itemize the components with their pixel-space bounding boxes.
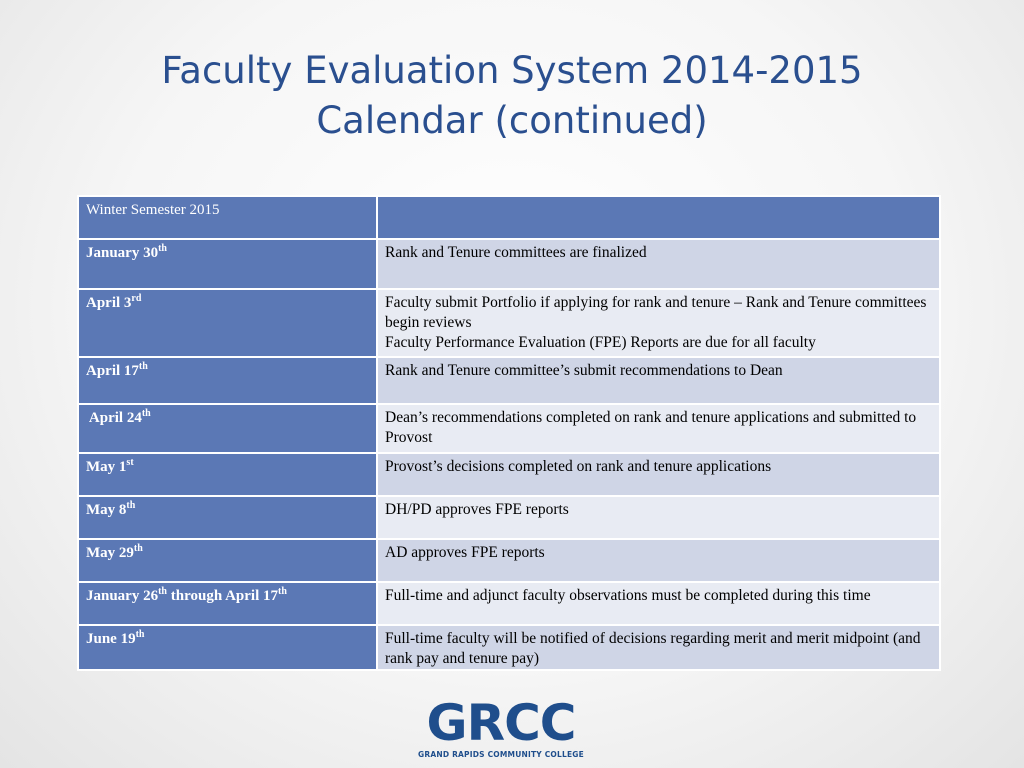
- table-row: January 30th Rank and Tenure committees …: [77, 238, 941, 290]
- table-row: May 1st Provost’s decisions completed on…: [77, 452, 941, 497]
- event-cell: Rank and Tenure committee’s submit recom…: [376, 356, 941, 405]
- date-cell: April 24th: [77, 403, 378, 454]
- event-cell: Dean’s recommendations completed on rank…: [376, 403, 941, 454]
- header-cell-empty: [376, 195, 941, 240]
- table-row: January 26th through April 17th Full-tim…: [77, 581, 941, 626]
- date-cell: April 17th: [77, 356, 378, 405]
- calendar-table: Winter Semester 2015 January 30th Rank a…: [77, 195, 941, 671]
- event-cell: AD approves FPE reports: [376, 538, 941, 583]
- logo-subtitle: GRAND RAPIDS COMMUNITY COLLEGE: [418, 750, 584, 759]
- event-cell: Full-time faculty will be notified of de…: [376, 624, 941, 671]
- event-line: Faculty Performance Evaluation (FPE) Rep…: [385, 334, 816, 351]
- table-row: April 17th Rank and Tenure committee’s s…: [77, 356, 941, 405]
- event-cell: Faculty submit Portfolio if applying for…: [376, 288, 941, 358]
- table-header-row: Winter Semester 2015: [77, 195, 941, 240]
- date-cell: April 3rd: [77, 288, 378, 358]
- event-cell: DH/PD approves FPE reports: [376, 495, 941, 540]
- event-cell: Provost’s decisions completed on rank an…: [376, 452, 941, 497]
- logo-wordmark: GRCC: [426, 694, 577, 752]
- slide-title-line-2: Calendar (continued): [316, 99, 708, 142]
- table-row: May 8th DH/PD approves FPE reports: [77, 495, 941, 540]
- event-cell: Full-time and adjunct faculty observatio…: [376, 581, 941, 626]
- grcc-logo: GRCC GRAND RAPIDS COMMUNITY COLLEGE: [416, 696, 586, 760]
- table-row: April 24th Dean’s recommendations comple…: [77, 403, 941, 454]
- table-row: June 19th Full-time faculty will be noti…: [77, 624, 941, 671]
- date-cell: May 8th: [77, 495, 378, 540]
- event-cell: Rank and Tenure committees are finalized: [376, 238, 941, 290]
- header-cell-semester: Winter Semester 2015: [77, 195, 378, 240]
- table-row: May 29th AD approves FPE reports: [77, 538, 941, 583]
- date-cell: June 19th: [77, 624, 378, 671]
- date-cell: May 29th: [77, 538, 378, 583]
- slide-title: Faculty Evaluation System 2014-2015 Cale…: [60, 46, 964, 146]
- slide-title-line-1: Faculty Evaluation System 2014-2015: [161, 49, 863, 92]
- table-row: April 3rd Faculty submit Portfolio if ap…: [77, 288, 941, 358]
- date-cell: January 30th: [77, 238, 378, 290]
- date-cell: January 26th through April 17th: [77, 581, 378, 626]
- event-line: Faculty submit Portfolio if applying for…: [385, 294, 927, 331]
- date-cell: May 1st: [77, 452, 378, 497]
